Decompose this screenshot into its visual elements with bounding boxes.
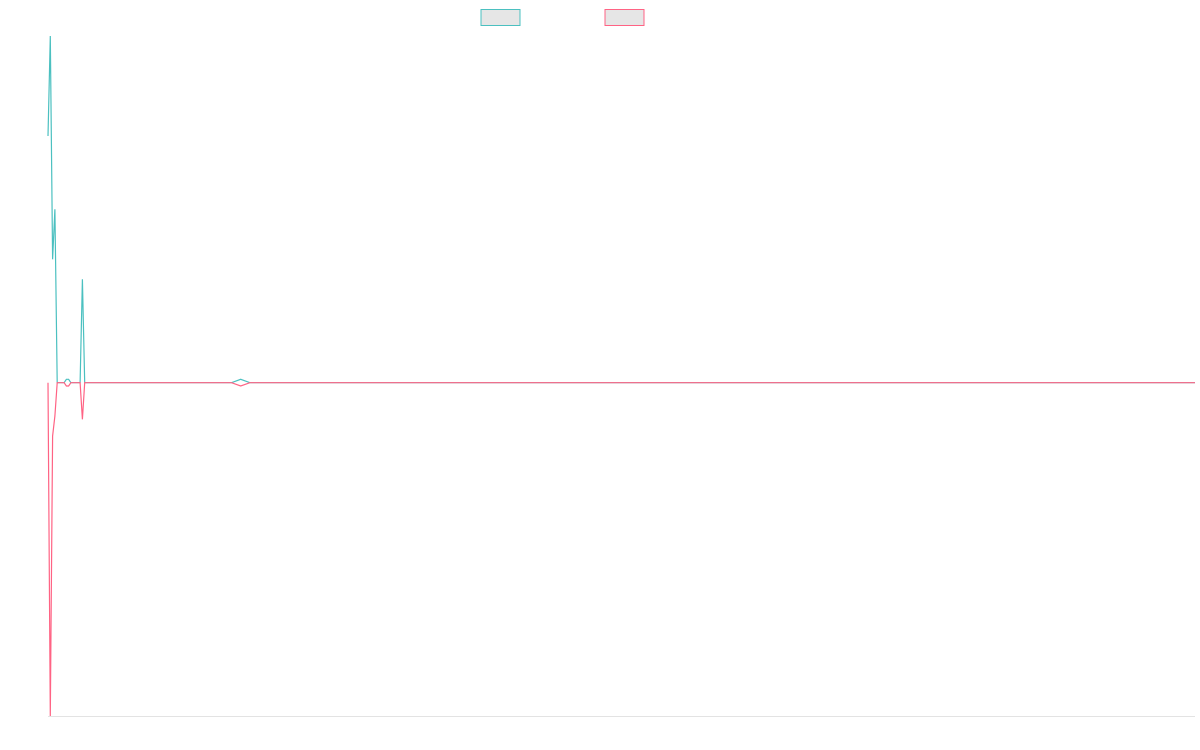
plot-area [47, 35, 1195, 717]
series-line-2 [47, 382, 1195, 717]
series-line-1 [47, 35, 1195, 384]
legend-swatch-1 [480, 9, 521, 26]
legend [480, 9, 645, 26]
legend-swatch-2 [604, 9, 645, 26]
